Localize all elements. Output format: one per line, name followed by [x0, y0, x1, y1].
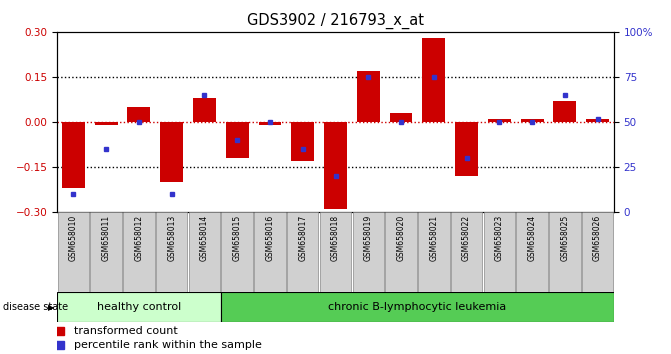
Text: GSM658018: GSM658018: [331, 215, 340, 261]
Text: GSM658010: GSM658010: [69, 215, 78, 261]
Bar: [586, 119, 609, 122]
Text: GSM658024: GSM658024: [527, 215, 537, 261]
Bar: [57, 292, 221, 322]
Bar: [517, 212, 548, 292]
Bar: [225, 122, 249, 158]
Bar: [62, 122, 85, 188]
Bar: [91, 212, 122, 292]
Text: GSM658021: GSM658021: [429, 215, 438, 261]
Text: healthy control: healthy control: [97, 302, 181, 312]
Bar: [484, 212, 515, 292]
Text: GSM658025: GSM658025: [560, 215, 569, 261]
Bar: [127, 107, 150, 122]
Text: GSM658017: GSM658017: [298, 215, 307, 261]
Bar: [352, 212, 384, 292]
Bar: [291, 122, 314, 161]
Bar: [189, 212, 220, 292]
Text: GSM658015: GSM658015: [233, 215, 242, 261]
Text: chronic B-lymphocytic leukemia: chronic B-lymphocytic leukemia: [328, 302, 507, 312]
Bar: [385, 212, 417, 292]
Text: percentile rank within the sample: percentile rank within the sample: [74, 340, 262, 350]
Bar: [193, 98, 216, 122]
Bar: [418, 212, 450, 292]
Bar: [156, 212, 187, 292]
Bar: [324, 122, 347, 209]
Text: ▶: ▶: [48, 303, 55, 312]
Bar: [488, 119, 511, 122]
Text: GSM658022: GSM658022: [462, 215, 471, 261]
Bar: [422, 38, 446, 122]
Bar: [521, 119, 544, 122]
Bar: [58, 212, 89, 292]
Bar: [221, 292, 614, 322]
Bar: [320, 212, 351, 292]
Bar: [357, 71, 380, 122]
Text: GSM658014: GSM658014: [200, 215, 209, 261]
Bar: [95, 122, 117, 125]
Bar: [221, 212, 253, 292]
Text: disease state: disease state: [3, 302, 68, 312]
Bar: [582, 212, 613, 292]
Bar: [554, 101, 576, 122]
Text: GSM658013: GSM658013: [167, 215, 176, 261]
Text: transformed count: transformed count: [74, 326, 178, 336]
Text: GSM658023: GSM658023: [495, 215, 504, 261]
Text: GSM658026: GSM658026: [593, 215, 602, 261]
Text: GSM658016: GSM658016: [266, 215, 274, 261]
Bar: [451, 212, 482, 292]
Text: GSM658019: GSM658019: [364, 215, 373, 261]
Text: GSM658020: GSM658020: [397, 215, 405, 261]
Bar: [390, 113, 413, 122]
Text: GSM658011: GSM658011: [102, 215, 111, 261]
Bar: [123, 212, 154, 292]
Text: GDS3902 / 216793_x_at: GDS3902 / 216793_x_at: [247, 12, 424, 29]
Text: GSM658012: GSM658012: [134, 215, 144, 261]
Bar: [549, 212, 580, 292]
Bar: [258, 122, 281, 125]
Bar: [160, 122, 183, 182]
Bar: [287, 212, 319, 292]
Bar: [254, 212, 286, 292]
Bar: [455, 122, 478, 176]
